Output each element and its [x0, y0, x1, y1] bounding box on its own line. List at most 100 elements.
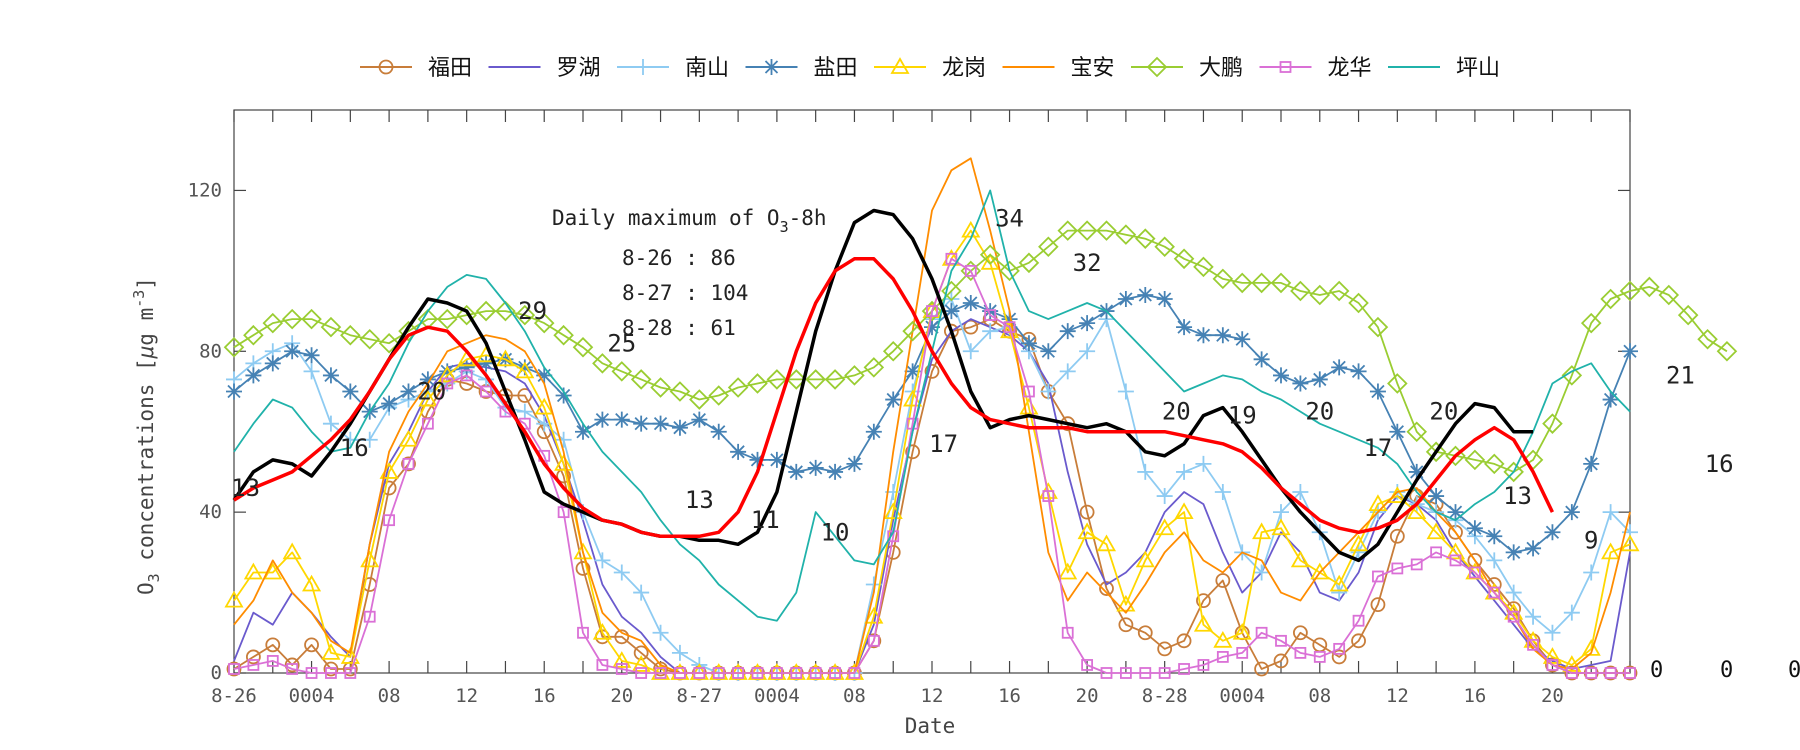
point-大鹏-28 — [766, 369, 788, 390]
point-福田-22 — [653, 661, 668, 677]
point-盐田-68 — [1544, 524, 1561, 541]
point-龙华-58 — [1352, 614, 1365, 627]
point-龙华-40 — [1003, 321, 1016, 334]
y-title-mu: μ — [134, 346, 158, 360]
point-大鹏-48 — [1154, 236, 1175, 258]
point-大鹏-50 — [1193, 256, 1214, 278]
point-龙岗-15 — [515, 361, 535, 379]
point-南山-49 — [1176, 463, 1193, 480]
point-大鹏-26 — [727, 377, 749, 398]
y-title-unit: g m — [134, 308, 158, 346]
point-龙岗-0 — [224, 590, 244, 608]
point-龙岗-5 — [321, 643, 341, 660]
point-龙华-9 — [402, 457, 415, 470]
y-title-end: ] — [134, 277, 158, 290]
point-福田-51 — [1215, 573, 1231, 588]
point-盐田-23 — [671, 419, 688, 436]
point-盐田-41 — [1020, 335, 1037, 352]
data-label-4: 25 — [607, 329, 636, 357]
point-大鹏-46 — [1115, 224, 1137, 245]
point-盐田-9 — [400, 383, 417, 400]
annotation-line-2: 8-27 : 104 — [622, 281, 748, 305]
point-大鹏-29 — [786, 369, 807, 390]
point-盐田-67 — [1525, 540, 1542, 557]
point-龙岗-44 — [1077, 522, 1097, 540]
point-盐田-54 — [1273, 367, 1289, 384]
point-盐田-52 — [1234, 331, 1251, 348]
data-label-1: 16 — [340, 434, 369, 462]
point-福田-4 — [304, 637, 319, 653]
point-盐田-10 — [419, 371, 436, 388]
point-龙岗-49 — [1174, 502, 1194, 520]
point-大鹏-33 — [863, 357, 885, 378]
point-龙岗-9 — [398, 429, 419, 447]
point-龙华-70 — [1585, 667, 1598, 679]
point-龙岗-57 — [1329, 574, 1349, 592]
point-大鹏-70 — [1580, 312, 1602, 334]
point-盐田-32 — [846, 455, 863, 472]
point-盐田-49 — [1176, 319, 1193, 336]
point-龙岗-68 — [1542, 647, 1562, 664]
point-大鹏-3 — [281, 308, 303, 330]
point-龙岗-3 — [282, 542, 302, 560]
x-tick-label-12-60: 12 — [1386, 685, 1409, 707]
point-福田-49 — [1176, 633, 1192, 649]
point-盐田-48 — [1156, 291, 1173, 308]
point-龙华-6 — [344, 667, 357, 679]
point-大鹏-69 — [1561, 365, 1583, 386]
point-南山-68 — [1544, 624, 1561, 641]
point-龙华-61 — [1410, 558, 1423, 571]
point-南山-71 — [1602, 504, 1619, 521]
point-大鹏-68 — [1542, 413, 1563, 434]
point-龙华-42 — [1042, 490, 1055, 502]
point-盐田-35 — [904, 363, 921, 380]
point-龙岗-47 — [1135, 550, 1155, 568]
point-南山-21 — [633, 584, 650, 601]
point-大鹏-16 — [533, 312, 555, 334]
point-龙岗-14 — [495, 349, 515, 367]
point-盐田-11 — [439, 363, 456, 380]
point-福田-1 — [245, 649, 261, 665]
legend-label-宝安: 宝安 — [1071, 56, 1115, 81]
point-南山-5 — [322, 415, 339, 432]
point-龙华-13 — [480, 385, 492, 398]
x-tick-label-16-16: 16 — [533, 685, 556, 707]
point-盐田-8 — [381, 395, 398, 412]
data-label-3: 29 — [518, 297, 547, 325]
point-大鹏-8 — [378, 332, 400, 354]
point-龙岗-24 — [689, 663, 709, 680]
point-盐田-22 — [652, 415, 669, 432]
edge-label-1: 0 — [1650, 658, 1663, 683]
point-福田-5 — [323, 661, 339, 677]
point-龙华-26 — [732, 667, 745, 679]
point-福田-20 — [614, 629, 630, 645]
point-南山-43 — [1059, 363, 1076, 380]
point-福田-58 — [1351, 633, 1366, 649]
point-龙岗-26 — [728, 663, 748, 680]
edge-label-2: 0 — [1720, 658, 1733, 683]
point-龙华-41 — [1023, 385, 1035, 398]
point-大鹏-11 — [437, 308, 458, 330]
point-盐田-42 — [1040, 343, 1057, 360]
point-龙岗-55 — [1290, 550, 1310, 568]
point-龙华-31 — [829, 667, 841, 679]
point-南山-53 — [1253, 564, 1270, 581]
point-盐田-66 — [1505, 544, 1522, 561]
x-tick-label-0004-28: 0004 — [754, 685, 800, 707]
legend-item-南山: 南山 — [617, 56, 729, 81]
point-南山-7 — [361, 431, 378, 448]
point-福田-37 — [943, 323, 959, 339]
y-title-sub: 3 — [145, 573, 163, 582]
data-label-12: 19 — [1228, 402, 1257, 430]
point-龙华-0 — [228, 663, 240, 675]
point-大鹏-73 — [1639, 276, 1660, 298]
point-大鹏-24 — [689, 389, 710, 410]
point-大鹏-15 — [514, 304, 536, 326]
point-盐田-12 — [458, 359, 475, 376]
point-龙岗-32 — [844, 663, 864, 680]
point-南山-17 — [555, 431, 572, 448]
point-南山-50 — [1195, 455, 1212, 472]
point-大鹏-12 — [456, 304, 477, 326]
point-福田-57 — [1331, 649, 1347, 665]
point-大鹏-75 — [1677, 304, 1699, 326]
